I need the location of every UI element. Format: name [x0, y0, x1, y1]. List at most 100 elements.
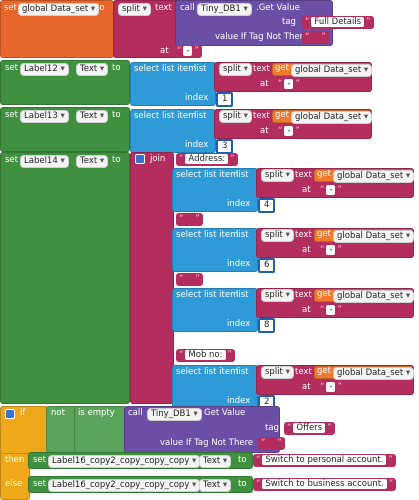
block-label: get: [317, 289, 331, 299]
dropdown[interactable]: Label14: [20, 155, 69, 168]
string-field[interactable]: -: [326, 382, 336, 392]
select-list-item-block[interactable]: [172, 288, 258, 332]
block-label: get: [317, 229, 331, 239]
dropdown[interactable]: Text: [76, 155, 109, 168]
dropdown[interactable]: split: [219, 63, 252, 76]
dropdown[interactable]: global Data_set: [333, 367, 415, 380]
dropdown[interactable]: global Data_set: [333, 170, 415, 183]
block-label: text: [155, 3, 172, 13]
string-block: -: [275, 125, 303, 138]
number-field[interactable]: 4: [258, 198, 276, 213]
dropdown[interactable]: split: [261, 169, 294, 182]
string-field[interactable]: Offers: [293, 423, 326, 433]
mutator-icon[interactable]: [5, 409, 15, 419]
string-field[interactable]: -: [326, 305, 336, 315]
dropdown[interactable]: Tiny_DB1: [197, 3, 252, 16]
dropdown[interactable]: Label16_copy2_copy_copy_copy: [48, 455, 201, 468]
block-label: if: [20, 408, 26, 418]
string-field[interactable]: Switch to personal account.: [262, 455, 387, 465]
dropdown[interactable]: split: [261, 229, 294, 242]
string-block: -: [317, 381, 345, 394]
string-field[interactable]: Mob no:: [185, 350, 226, 360]
select-list-item-block[interactable]: [130, 62, 216, 106]
select-list-item-block[interactable]: [172, 168, 258, 212]
block-label: index: [185, 140, 209, 150]
block-label: at: [260, 79, 269, 89]
block-label: get: [275, 110, 289, 120]
dropdown[interactable]: global Data_set: [291, 111, 373, 124]
block-label: is empty: [78, 408, 115, 418]
dropdown[interactable]: global Data_set: [333, 290, 415, 303]
block-label: text: [295, 170, 312, 180]
block-label: get: [317, 169, 331, 179]
string-field[interactable]: -: [183, 46, 193, 56]
block-label: index: [227, 319, 251, 329]
dropdown[interactable]: global Data_set: [18, 3, 100, 16]
block-label: set: [5, 110, 18, 120]
dropdown[interactable]: split: [118, 3, 151, 16]
block-label: .Get Value: [256, 3, 300, 13]
block-label: select list item: [176, 367, 239, 377]
string-block: -: [317, 304, 345, 317]
number-field[interactable]: 1: [216, 92, 234, 107]
dropdown[interactable]: Label12: [20, 63, 69, 76]
string-block: [176, 213, 203, 226]
block-label: set: [33, 479, 46, 489]
dropdown[interactable]: Label13: [20, 110, 69, 123]
mutator-icon[interactable]: [135, 154, 145, 164]
string-field[interactable]: -: [326, 185, 336, 195]
number-field[interactable]: 3: [216, 139, 234, 154]
block-label: set: [5, 155, 18, 165]
set-property-block[interactable]: [0, 152, 130, 404]
dropdown[interactable]: global Data_set: [333, 230, 415, 243]
block-label: list: [194, 64, 207, 74]
dropdown[interactable]: Text: [199, 455, 232, 468]
string-field[interactable]: Full Details: [311, 17, 365, 27]
dropdown[interactable]: split: [219, 110, 252, 123]
block-label: at: [302, 245, 311, 255]
block-label: index: [227, 396, 251, 406]
dropdown[interactable]: split: [261, 289, 294, 302]
dropdown[interactable]: Text: [76, 63, 109, 76]
block-label: at: [302, 382, 311, 392]
block-label: text: [295, 230, 312, 240]
block-label: select list item: [134, 111, 197, 121]
string-field[interactable]: -: [284, 126, 294, 136]
block-label: select list item: [134, 64, 197, 74]
number-field[interactable]: 8: [258, 318, 276, 333]
number-field[interactable]: 6: [258, 258, 276, 273]
block-label: value If Tag Not There: [160, 438, 254, 448]
dropdown[interactable]: Tiny_DB1: [147, 408, 202, 421]
dropdown[interactable]: split: [261, 366, 294, 379]
block-label: set: [33, 455, 46, 465]
string-field[interactable]: -: [284, 79, 294, 89]
string-block: Full Details: [302, 16, 374, 29]
block-label: at: [160, 46, 169, 56]
string-block: Offers: [284, 422, 335, 435]
string-field[interactable]: -: [326, 245, 336, 255]
dropdown[interactable]: Text: [76, 110, 109, 123]
dropdown[interactable]: Text: [199, 479, 232, 492]
string-field[interactable]: Switch to business account.: [262, 479, 387, 489]
block-label: at: [260, 126, 269, 136]
dropdown[interactable]: Label16_copy2_copy_copy_copy: [48, 479, 201, 492]
block-label: to: [112, 155, 121, 165]
block-label: select list item: [176, 230, 239, 240]
string-block: [176, 273, 203, 286]
join-block[interactable]: [130, 152, 174, 404]
block-label: tag: [265, 423, 279, 433]
dropdown[interactable]: global Data_set: [291, 64, 373, 77]
block-label: list: [194, 111, 207, 121]
block-label: index: [227, 199, 251, 209]
string-block: [258, 437, 285, 450]
block-label: list: [236, 367, 249, 377]
block-label: to: [112, 63, 121, 73]
block-label: get: [275, 63, 289, 73]
string-field[interactable]: Address:: [185, 154, 229, 164]
string-block: Mob no:: [176, 349, 235, 362]
block-label: to: [112, 110, 121, 120]
block-label: index: [185, 93, 209, 103]
string-block: -: [317, 244, 345, 257]
block-label: then: [5, 455, 25, 465]
